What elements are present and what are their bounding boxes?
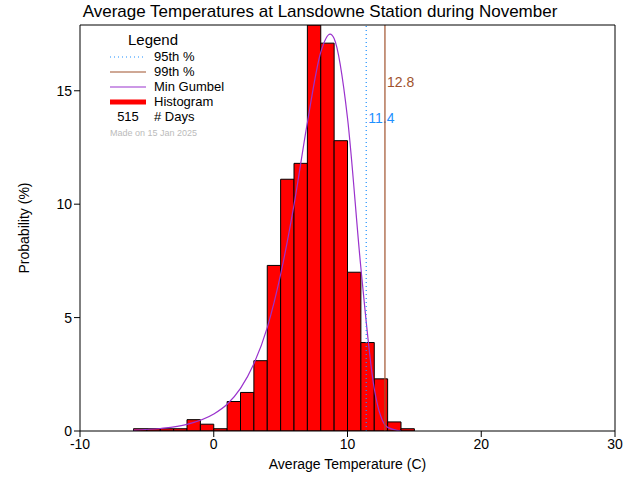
html-text:# Days: # Days [154, 109, 195, 124]
html-text:Min Gumbel: Min Gumbel [154, 79, 225, 94]
svg-text:11.4: 11.4 [368, 110, 394, 126]
svg-text:10: 10 [340, 436, 356, 452]
svg-text:12.8: 12.8 [387, 74, 414, 90]
svg-text:Average Temperature (C): Average Temperature (C) [269, 456, 426, 472]
html-text:Histogram: Histogram [154, 94, 214, 109]
html-text:99th %: 99th % [154, 64, 195, 79]
html-text:Made on 15 Jan 2025: Made on 15 Jan 2025 [110, 128, 198, 138]
svg-text:15: 15 [56, 83, 72, 99]
svg-text:Probability (%): Probability (%) [16, 182, 32, 273]
svg-text:20: 20 [473, 436, 489, 452]
svg-text:30: 30 [607, 436, 623, 452]
svg-text:5: 5 [64, 310, 72, 326]
html-text:Legend: Legend [128, 31, 179, 48]
svg-text:-10: -10 [70, 436, 90, 452]
html-text:95th %: 95th % [154, 49, 195, 64]
html-text:515: 515 [117, 109, 139, 124]
svg-text:10: 10 [56, 196, 72, 212]
html-text:Average Temperatures at Lansdo: Average Temperatures at Lansdowne Statio… [82, 2, 558, 21]
svg-text:0: 0 [210, 436, 218, 452]
svg-text:0: 0 [64, 423, 72, 439]
